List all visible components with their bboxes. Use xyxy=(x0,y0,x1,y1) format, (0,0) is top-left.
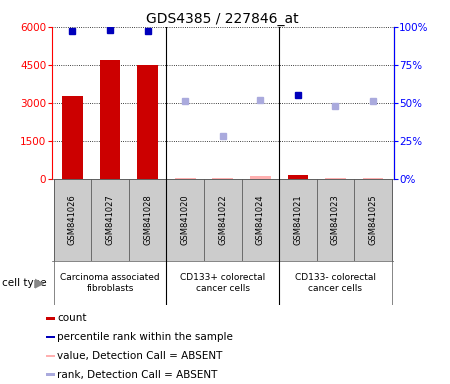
Text: Carcinoma associated
fibroblasts: Carcinoma associated fibroblasts xyxy=(60,273,160,293)
Text: GSM841023: GSM841023 xyxy=(331,194,340,245)
Text: ▶: ▶ xyxy=(35,277,45,290)
Text: rank, Detection Call = ABSENT: rank, Detection Call = ABSENT xyxy=(57,369,218,379)
Bar xyxy=(204,179,242,261)
Bar xyxy=(46,373,55,376)
Text: percentile rank within the sample: percentile rank within the sample xyxy=(57,332,233,342)
Bar xyxy=(175,178,195,179)
Bar xyxy=(212,178,233,179)
Text: CD133- colorectal
cancer cells: CD133- colorectal cancer cells xyxy=(295,273,376,293)
Text: GSM841027: GSM841027 xyxy=(105,194,114,245)
Bar xyxy=(325,178,346,179)
Bar xyxy=(363,177,383,179)
Text: cell type: cell type xyxy=(2,278,47,288)
Text: GSM841020: GSM841020 xyxy=(180,195,189,245)
Text: CD133+ colorectal
cancer cells: CD133+ colorectal cancer cells xyxy=(180,273,266,293)
Bar xyxy=(166,179,204,261)
Bar xyxy=(129,179,166,261)
Bar xyxy=(54,179,91,261)
Bar xyxy=(137,65,158,179)
Bar xyxy=(91,179,129,261)
Text: GSM841026: GSM841026 xyxy=(68,194,77,245)
Text: GSM841024: GSM841024 xyxy=(256,195,265,245)
Text: GSM841022: GSM841022 xyxy=(218,195,227,245)
Text: value, Detection Call = ABSENT: value, Detection Call = ABSENT xyxy=(57,351,223,361)
Text: GSM841021: GSM841021 xyxy=(293,195,302,245)
Bar xyxy=(46,354,55,357)
Bar xyxy=(46,317,55,320)
Bar xyxy=(242,179,279,261)
Bar xyxy=(46,336,55,338)
Text: count: count xyxy=(57,313,87,323)
Bar xyxy=(354,179,392,261)
Text: GSM841025: GSM841025 xyxy=(369,195,378,245)
Bar xyxy=(250,175,270,179)
Bar xyxy=(99,60,120,179)
Text: GSM841028: GSM841028 xyxy=(143,194,152,245)
Title: GDS4385 / 227846_at: GDS4385 / 227846_at xyxy=(146,12,299,26)
Bar xyxy=(317,179,354,261)
Bar xyxy=(62,96,83,179)
Bar xyxy=(279,179,317,261)
Bar xyxy=(288,175,308,179)
